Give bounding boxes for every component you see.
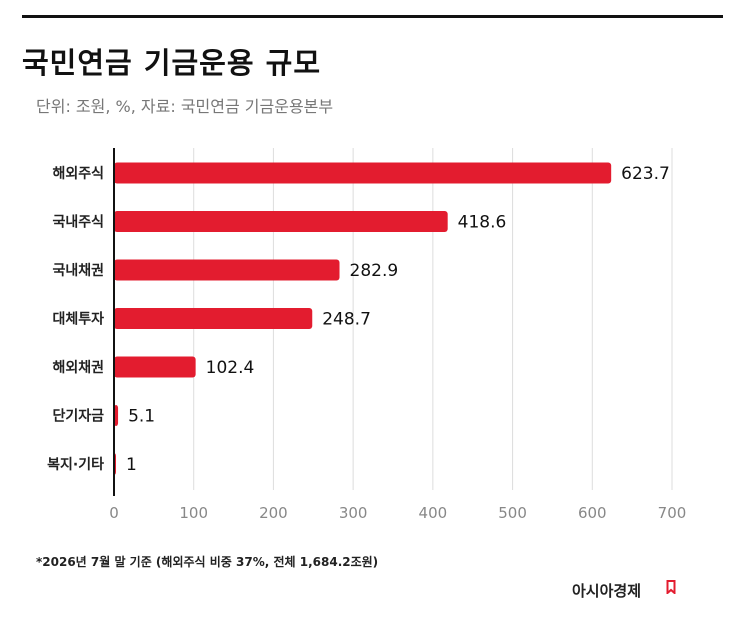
x-tick-label: 300 <box>339 504 368 522</box>
x-tick-label: 0 <box>109 504 119 522</box>
x-tick-label: 100 <box>179 504 208 522</box>
value-label: 1 <box>126 455 137 475</box>
labels: 0 100 200 300 400 500 600 700 해외주식 623.7 국내주식 418.6… <box>47 164 686 522</box>
value-label: 418.6 <box>458 213 507 233</box>
category-label: 복지·기타 <box>47 457 104 473</box>
category-label: 대체투자 <box>52 312 104 328</box>
category-label: 해외채권 <box>52 359 104 376</box>
bar <box>114 211 448 232</box>
x-tick-label: 500 <box>498 504 527 522</box>
x-tick-label: 600 <box>578 504 607 522</box>
category-label: 단기자금 <box>52 408 104 425</box>
value-label: 248.7 <box>322 310 371 330</box>
chart-title: 국민연금 기금운용 규모 <box>22 46 321 80</box>
brand-flag-icon <box>666 580 676 594</box>
bar <box>114 356 196 378</box>
chart-subtitle: 단위: 조원, %, 자료: 국민연금 기금운용본부 <box>36 97 334 116</box>
brand-logo: 아시아경제 <box>572 582 642 600</box>
category-label: 해외주식 <box>52 165 104 182</box>
value-label: 5.1 <box>128 407 155 427</box>
x-tick-label: 200 <box>259 504 288 522</box>
category-label: 국내주식 <box>52 215 104 231</box>
bar <box>114 259 340 281</box>
value-label: 623.7 <box>621 164 670 184</box>
bar <box>114 162 612 184</box>
footnote: *2026년 7월 말 기준 (해외주식 비중 37%, 전체 1,684.2조… <box>36 555 379 569</box>
value-label: 282.9 <box>350 261 399 281</box>
category-label: 국내채권 <box>52 263 104 279</box>
bar <box>114 308 313 329</box>
x-tick-label: 400 <box>419 504 448 522</box>
bars <box>114 162 612 475</box>
top-rule <box>22 15 723 18</box>
x-tick-label: 700 <box>658 504 687 522</box>
value-label: 102.4 <box>206 358 255 378</box>
bar <box>114 405 119 426</box>
